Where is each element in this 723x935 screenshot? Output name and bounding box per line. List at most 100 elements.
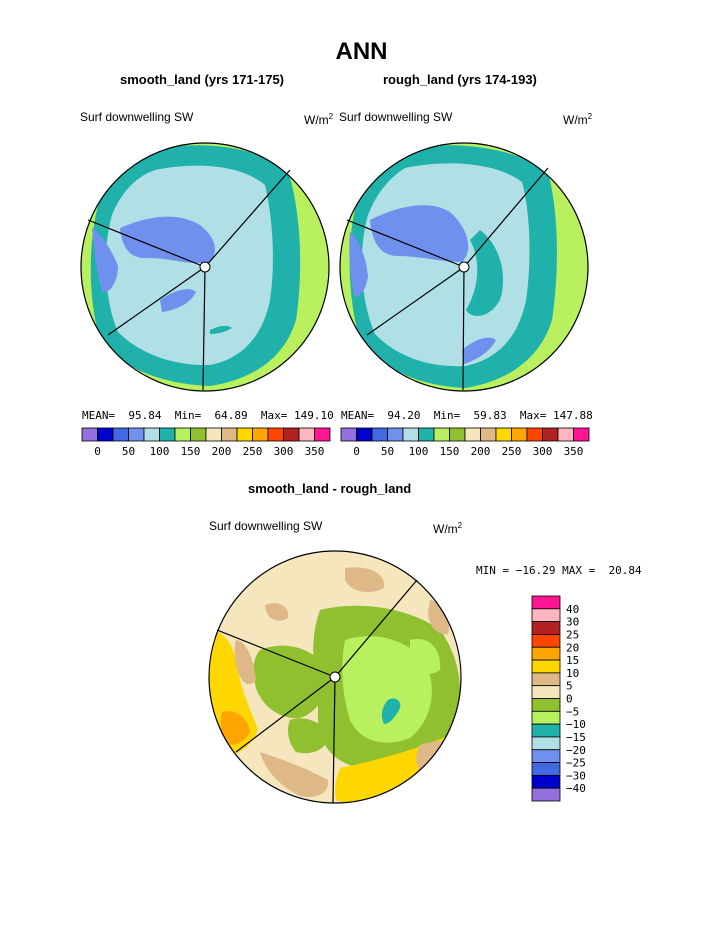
panel2-mean-label: MEAN=: [341, 409, 375, 422]
panel1-colorbar-swatch: [190, 427, 207, 442]
panel3-colorbar-swatch: [531, 698, 561, 712]
panel2-colorbar-swatch: [402, 427, 419, 442]
panel3-colorbar-tick-label: 5: [566, 680, 573, 693]
panel3-stats: MIN = −16.29 MAX = 20.84: [476, 564, 642, 577]
panel2-stats: MEAN= 94.20 Min= 59.83 Max= 147.88: [341, 409, 593, 422]
panel1-colorbar-swatch: [267, 427, 284, 442]
panel1-max-label: Max=: [260, 409, 288, 422]
panel1-min-label: Min=: [174, 409, 202, 422]
panel1-stats: MEAN= 95.84 Min= 64.89 Max= 149.10: [82, 409, 334, 422]
panel3-colorbar-tick-label: −30: [566, 769, 586, 782]
map3-fill-olive-south: [288, 718, 330, 754]
panel2-colorbar-swatch: [464, 427, 481, 442]
map2-outline: [339, 142, 589, 392]
panel2-colorbar-tick-label: 250: [502, 445, 522, 458]
panel3-colorbar-swatch: [531, 749, 561, 763]
panel3-title: smooth_land - rough_land: [248, 481, 412, 496]
panel2-colorbar-tick-label: 150: [440, 445, 460, 458]
map1-sector-lines: [87, 169, 291, 391]
panel1-max: 149.10: [294, 409, 334, 422]
panel1-colorbar: 0 50 100 150 200 250 300 350: [81, 427, 331, 458]
panel1-colorbar-swatch: [236, 427, 253, 442]
panel3-colorbar-tick-label: 15: [566, 654, 579, 667]
panel2-colorbar-swatch: [387, 427, 404, 442]
map1-fill-blue-west: [92, 228, 118, 293]
panel3-colorbar-swatch: [531, 608, 561, 623]
panel1-colorbar-tick-label: 350: [305, 445, 325, 458]
panel3-colorbar-swatch: [531, 646, 561, 661]
panel2-colorbar-swatch: [418, 427, 435, 442]
panel2-colorbar-swatch: [526, 427, 543, 442]
panel3-colorbar-tick-label: −5: [566, 705, 579, 718]
panel1-colorbar-tick-label: 150: [181, 445, 201, 458]
panel1-colorbar-swatch: [174, 427, 191, 442]
panel2-unit-label: W/m2: [563, 112, 593, 127]
panel3-colorbar-tick-label: 10: [566, 667, 579, 680]
panel2-min-label: Min=: [433, 409, 461, 422]
panel2-colorbar-swatch: [340, 427, 357, 442]
panel3-colorbar-tick-label: −20: [566, 744, 586, 757]
map2-fill-blue-north: [370, 205, 469, 262]
panel3-colorbar-swatch: [531, 672, 561, 687]
panel1-colorbar-swatch: [112, 427, 129, 442]
panel1-title: smooth_land (yrs 171-175): [120, 72, 285, 87]
panel3-colorbar-tick-label: 25: [566, 628, 579, 641]
panel1-colorbar-swatch: [205, 427, 222, 442]
panel1-mean: 95.84: [128, 409, 162, 422]
panel2-colorbar-swatch: [480, 427, 497, 442]
panel2-colorbar-tick-label: 50: [381, 445, 394, 458]
panel3-colorbar-swatch: [531, 659, 561, 674]
map3-pole: [329, 671, 341, 683]
panel1-colorbar-tick-label: 0: [94, 445, 101, 458]
map1-fill-teal-spot: [210, 325, 232, 334]
map3-fill-tan-south: [260, 752, 329, 798]
panel2-colorbar-swatch: [557, 427, 574, 442]
panel2-max-label: Max=: [519, 409, 547, 422]
map3-sector-lines: [216, 579, 418, 804]
panel3-colorbar-swatch: [531, 762, 561, 776]
panel1-colorbar-tick-label: 300: [274, 445, 294, 458]
map3-outline: [208, 550, 462, 804]
panel1-colorbar-swatch: [81, 427, 98, 442]
panel3-unit-label: W/m2: [433, 521, 463, 536]
panel3-colorbar-swatch: [531, 621, 561, 635]
panel3-colorbar-swatch: [531, 774, 561, 789]
map2-sector-lines: [346, 167, 549, 391]
panel3-colorbar-tick-label: −40: [566, 782, 586, 795]
panel1-colorbar-swatch: [314, 427, 331, 442]
panel1-colorbar-swatch: [283, 427, 300, 442]
panel3-colorbar-tick-label: 20: [566, 641, 579, 654]
panel2-colorbar-swatch: [573, 427, 590, 442]
panel2-colorbar-tick-label: 100: [409, 445, 429, 458]
map3-fill-lime-ne: [410, 639, 441, 674]
panel3-colorbar-tick-label: −25: [566, 757, 586, 770]
map2-fill-blue-south: [462, 337, 496, 364]
panel3-colorbar-swatch: [531, 736, 561, 751]
panel1-colorbar-swatch: [128, 427, 145, 442]
map3-fill-tan-north: [345, 567, 385, 593]
panel2-colorbar-swatch: [511, 427, 528, 442]
panel2-colorbar-tick-label: 0: [353, 445, 360, 458]
page-title: ANN: [335, 38, 388, 65]
panel1-colorbar-tick-label: 100: [150, 445, 170, 458]
panel2-colorbar-tick-label: 350: [564, 445, 584, 458]
panel3-colorbar-tick-label: 40: [566, 603, 579, 616]
panel2-colorbar-tick-label: 200: [471, 445, 491, 458]
panel3-colorbar-swatch: [531, 595, 561, 610]
panel2-colorbar-swatch: [542, 427, 559, 442]
map3-fill-teal-spot: [381, 698, 401, 724]
map1-fill-lightblue: [105, 165, 273, 366]
map3-fill-tan-west: [234, 640, 256, 685]
panel2-mean: 94.20: [387, 409, 421, 422]
panel1-mean-label: MEAN=: [82, 409, 116, 422]
panel3-colorbar-swatch: [531, 685, 561, 699]
panel2-variable-label: Surf downwelling SW: [339, 110, 453, 124]
map2-fill-lightblue: [361, 163, 530, 367]
panel3-colorbar-swatch: [531, 710, 561, 725]
panel2-min: 59.83: [473, 409, 507, 422]
panel1-colorbar-swatch: [143, 427, 160, 442]
panel1-colorbar-swatch: [298, 427, 315, 442]
panel3-colorbar-tick-label: 0: [566, 693, 573, 706]
